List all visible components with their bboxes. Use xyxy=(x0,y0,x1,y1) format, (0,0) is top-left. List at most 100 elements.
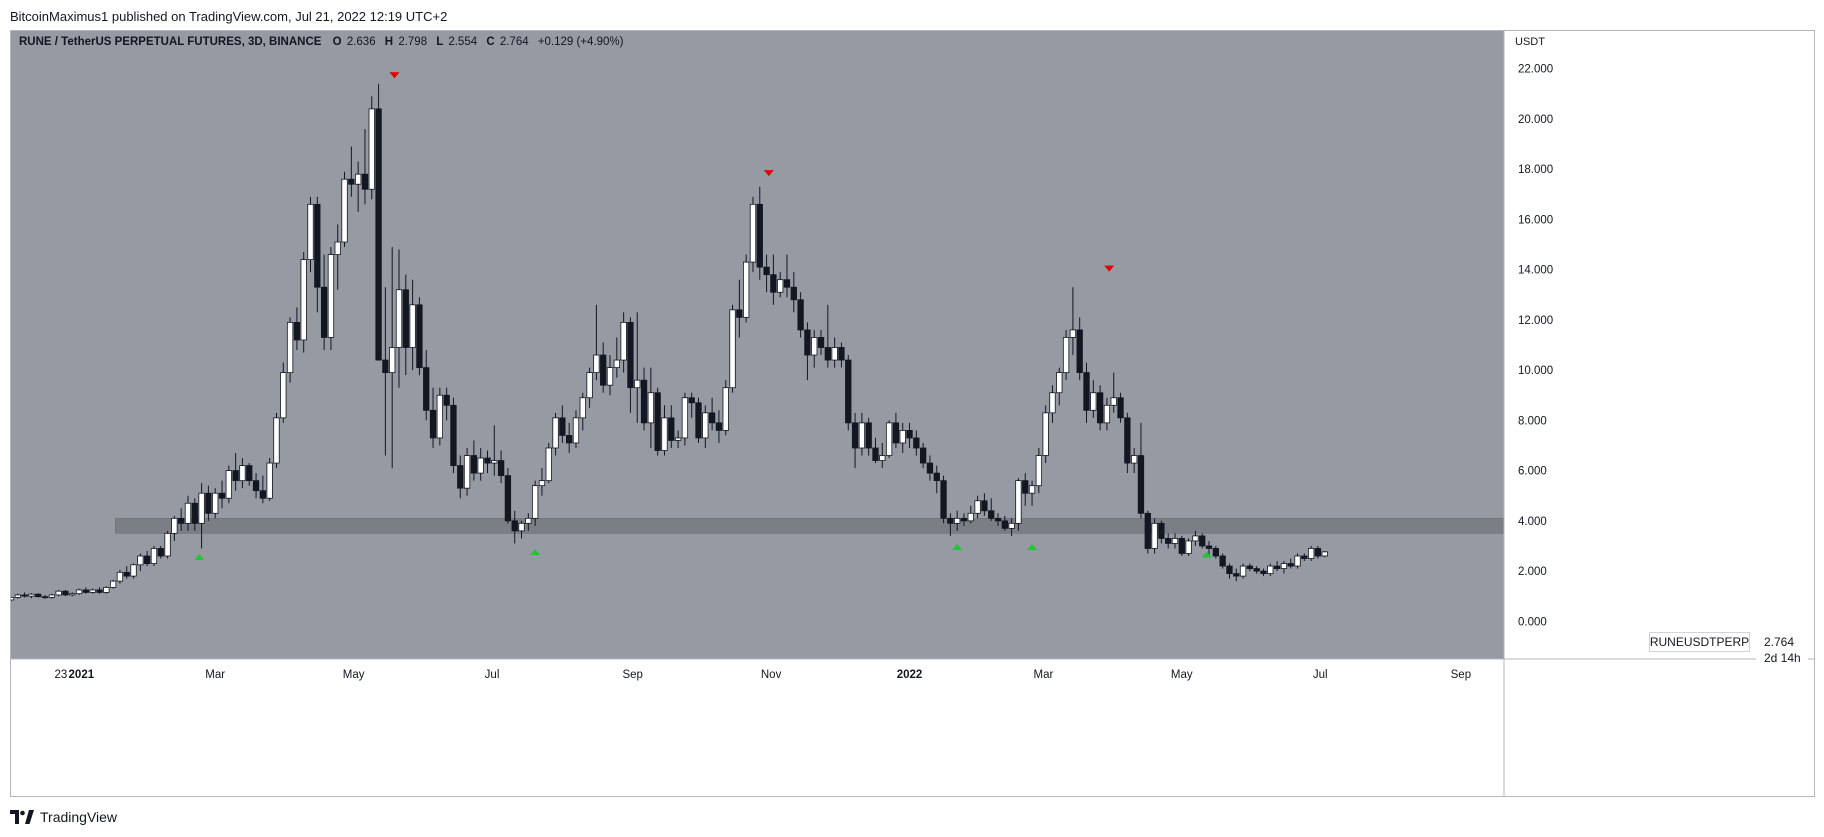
candle xyxy=(906,422,913,448)
candle-body xyxy=(817,337,825,348)
candle xyxy=(300,252,307,353)
candle-body xyxy=(988,510,995,519)
price-tick-label: 20.000 xyxy=(1518,114,1553,126)
candle-body xyxy=(824,347,831,361)
candle xyxy=(783,254,791,298)
candle-body xyxy=(286,321,294,374)
candle-body xyxy=(35,593,42,598)
candle xyxy=(178,508,185,531)
candle xyxy=(777,272,784,298)
candle-body xyxy=(743,261,750,318)
candle xyxy=(143,550,151,567)
candle xyxy=(1294,553,1301,569)
legend-title: RUNE / TetherUS PERPETUAL FUTURES, 3D, B… xyxy=(19,36,322,48)
candle-body xyxy=(960,517,968,522)
price-chart[interactable]: RUNE / TetherUS PERPETUAL FUTURES, 3D, B… xyxy=(11,31,1814,796)
candle-body xyxy=(688,397,695,404)
candle-body xyxy=(668,417,675,441)
candle-body xyxy=(293,321,301,341)
candle-body xyxy=(48,594,55,598)
candle-body xyxy=(538,480,546,487)
candle xyxy=(1076,317,1083,381)
candle xyxy=(845,355,852,431)
candle xyxy=(1212,545,1219,559)
candle-body xyxy=(82,589,90,593)
candle-body xyxy=(1253,568,1260,572)
time-tick-label: 23 xyxy=(55,669,68,681)
candle xyxy=(634,312,641,423)
candle-body xyxy=(21,594,28,597)
candle-body xyxy=(457,465,464,489)
candle xyxy=(1280,561,1288,574)
candle-body xyxy=(1226,565,1233,574)
candle xyxy=(225,465,232,504)
candle-body xyxy=(593,354,600,374)
candle xyxy=(770,254,777,305)
candle xyxy=(35,593,42,598)
candle xyxy=(1226,563,1233,579)
candle xyxy=(463,447,471,496)
candle xyxy=(1307,545,1315,562)
candle-body xyxy=(770,274,777,293)
time-axis[interactable]: 23 2021 Mar May Jul Sep Nov 2022 Mar May Jul Sep xyxy=(55,669,1472,681)
candle xyxy=(1253,566,1260,574)
time-tick-label: 2021 xyxy=(69,669,95,681)
candle-body xyxy=(552,417,559,449)
legend-l-label: L xyxy=(436,36,443,48)
candle xyxy=(572,410,580,448)
candle-body xyxy=(1307,548,1315,559)
candle xyxy=(246,463,253,486)
time-tick-label: Jul xyxy=(485,669,500,681)
support-zone xyxy=(115,518,1505,534)
candle xyxy=(429,387,437,448)
candle xyxy=(600,342,607,393)
candle xyxy=(307,196,314,273)
candle-body xyxy=(184,502,192,524)
candle-body xyxy=(259,490,267,499)
candle-body xyxy=(967,512,974,522)
candle-body xyxy=(484,457,491,464)
candle xyxy=(491,425,498,476)
price-axis-currency: USDT xyxy=(1515,36,1545,48)
candle xyxy=(171,515,178,541)
candle xyxy=(1260,568,1267,577)
candle xyxy=(661,405,668,456)
candle xyxy=(314,196,321,313)
candle-body xyxy=(218,492,226,499)
price-tick-label: 22.000 xyxy=(1518,64,1553,76)
candle xyxy=(402,274,409,376)
candle-body xyxy=(613,359,620,369)
candle xyxy=(375,83,382,361)
candle-body xyxy=(1165,538,1172,544)
bottom-marker xyxy=(1027,543,1038,550)
candle xyxy=(1178,535,1185,557)
candle-body xyxy=(232,470,239,482)
candle xyxy=(919,442,927,469)
candle xyxy=(293,307,301,351)
price-axis[interactable]: 22.000 20.000 18.000 16.000 14.000 12.000 10.0… xyxy=(1518,64,1553,629)
tradingview-brand[interactable]: TradingView xyxy=(10,809,117,825)
candle-body xyxy=(62,590,69,596)
candle xyxy=(593,304,600,381)
candle-body xyxy=(1035,455,1043,487)
candle xyxy=(164,530,171,559)
candle xyxy=(954,510,961,531)
candle-body xyxy=(89,589,96,593)
plot-area[interactable] xyxy=(11,31,1504,659)
candle xyxy=(82,587,90,594)
candle-body xyxy=(647,392,655,424)
candle-body xyxy=(327,254,335,338)
candle-body xyxy=(137,555,144,566)
candle-body xyxy=(518,522,525,532)
publisher-line: BitcoinMaximus1 published on TradingView… xyxy=(10,9,448,24)
candle xyxy=(1008,518,1015,536)
time-tick-label: Sep xyxy=(622,669,642,681)
candle-body xyxy=(627,321,634,389)
legend-l-value: 2.554 xyxy=(448,36,477,48)
candle xyxy=(804,322,811,381)
candle xyxy=(586,367,593,408)
candle-body xyxy=(11,597,15,601)
candle xyxy=(1022,473,1029,506)
top-marker xyxy=(1104,265,1115,272)
candle xyxy=(198,483,205,549)
